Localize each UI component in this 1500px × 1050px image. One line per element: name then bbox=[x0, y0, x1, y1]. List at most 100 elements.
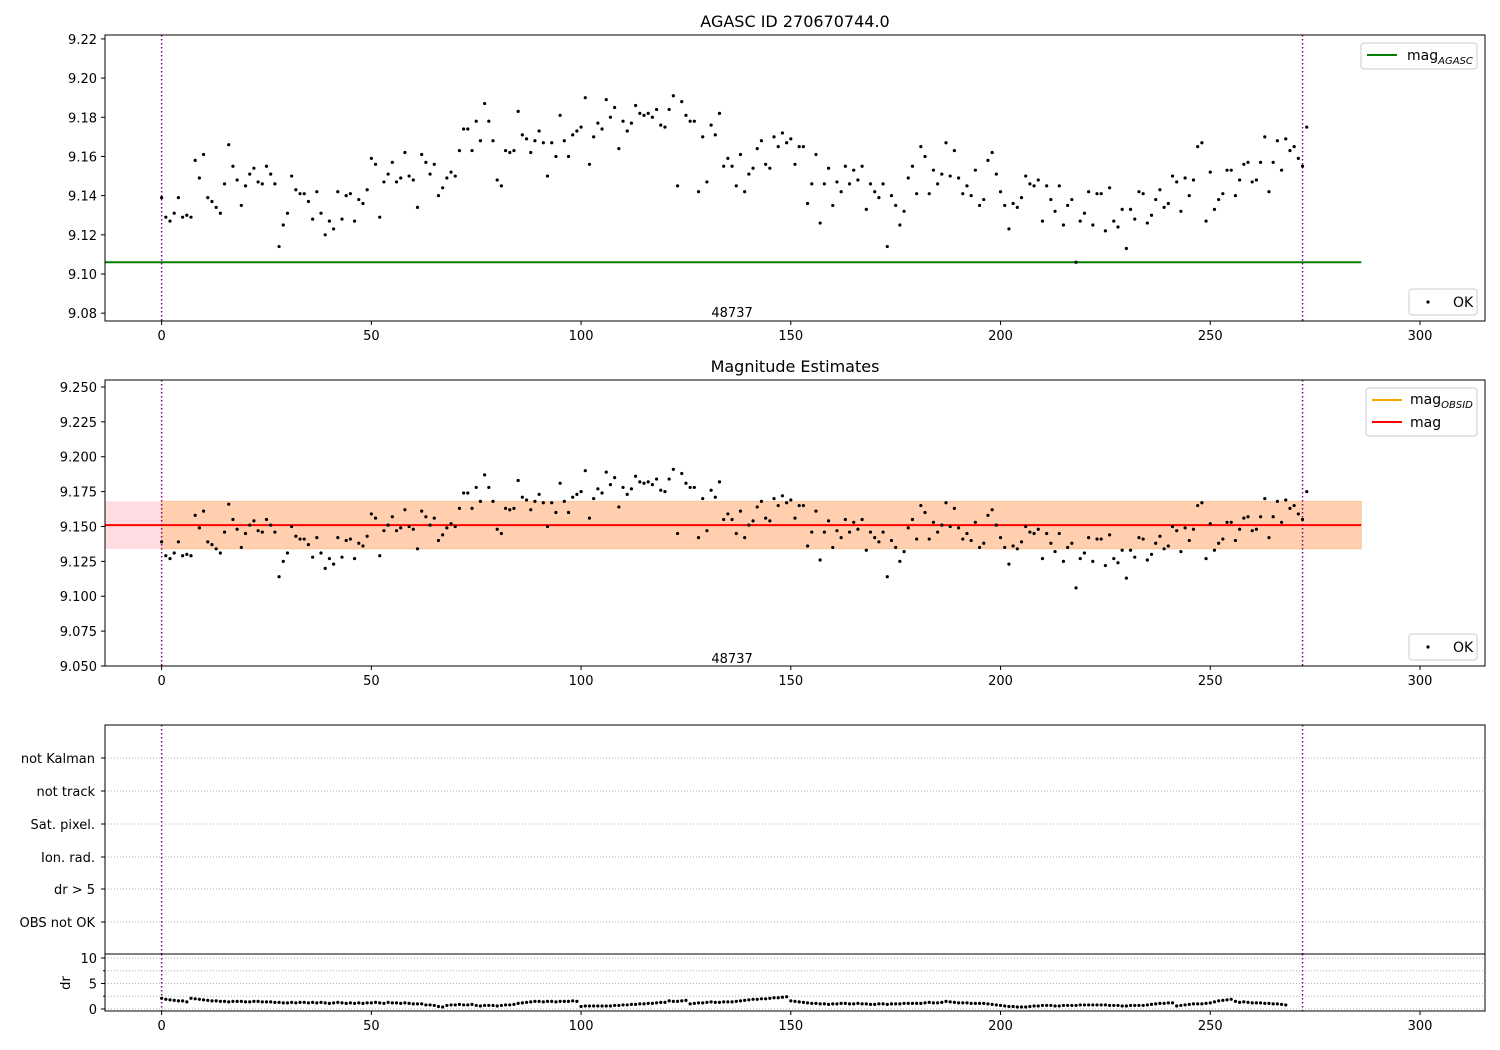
p2-xtick-label-150: 150 bbox=[778, 674, 803, 689]
flag-label-sat-pixel: Sat. pixel. bbox=[31, 818, 95, 833]
p4-point bbox=[180, 999, 185, 1003]
p1-xtick-label-50: 50 bbox=[363, 329, 380, 344]
p2-point bbox=[206, 540, 210, 544]
p4-point bbox=[1254, 1001, 1258, 1005]
p1-point bbox=[524, 137, 529, 141]
panel1-ok-legend-box bbox=[1408, 288, 1478, 316]
p4-point bbox=[1015, 1005, 1019, 1009]
p1-point bbox=[1112, 219, 1116, 223]
p2-point bbox=[592, 496, 596, 501]
p2-point bbox=[1242, 516, 1246, 520]
p2-point bbox=[646, 480, 650, 484]
p4-point bbox=[659, 1000, 663, 1004]
p1-point bbox=[176, 195, 181, 200]
p1-point bbox=[759, 139, 764, 143]
p2-point bbox=[822, 530, 826, 534]
p1-point bbox=[646, 111, 650, 115]
p2-ytick-label-2: 9.100 bbox=[60, 590, 97, 605]
p2-point bbox=[483, 473, 487, 477]
p2-point bbox=[575, 492, 579, 496]
p1-point bbox=[659, 123, 663, 127]
p4-ytick-label-2: 10 bbox=[80, 952, 97, 967]
p1-point bbox=[323, 233, 327, 237]
p1-point bbox=[269, 172, 273, 176]
p2-point bbox=[1250, 529, 1254, 533]
p1-point bbox=[881, 182, 885, 186]
p2-point bbox=[1254, 527, 1258, 531]
p4-point bbox=[1196, 1002, 1200, 1006]
p2-point bbox=[1116, 561, 1120, 565]
p2-point bbox=[160, 540, 164, 544]
p1-point bbox=[1049, 197, 1053, 202]
p1-point bbox=[1217, 197, 1221, 202]
p2-point bbox=[529, 508, 533, 512]
agasc-magnitude-panel: AGASC ID 270670744.0 0 50 100 150 200 250 300 9… bbox=[68, 12, 1486, 344]
p4-point bbox=[1066, 1003, 1070, 1008]
p1-point bbox=[579, 125, 583, 129]
p1-point bbox=[1061, 223, 1066, 227]
p4-point bbox=[264, 1000, 269, 1004]
p4-point bbox=[432, 1003, 436, 1008]
p2-point bbox=[1040, 556, 1045, 561]
p2-point bbox=[495, 527, 499, 531]
p1-point bbox=[894, 203, 898, 208]
p4-point bbox=[382, 1001, 386, 1005]
p1-point bbox=[613, 105, 617, 110]
p4-point bbox=[1258, 1001, 1263, 1005]
p1-point bbox=[852, 168, 856, 172]
p1-point bbox=[373, 162, 378, 166]
p1-point bbox=[919, 145, 923, 149]
p1-point bbox=[378, 215, 382, 219]
p4-point bbox=[680, 999, 684, 1003]
p1-point bbox=[1258, 160, 1263, 164]
p2-point bbox=[982, 541, 986, 545]
p2-point bbox=[394, 529, 399, 533]
p1-point bbox=[705, 180, 709, 184]
p2-point bbox=[940, 523, 944, 527]
p2-point bbox=[348, 537, 352, 541]
p4-point bbox=[826, 1002, 831, 1007]
p4-point bbox=[1225, 998, 1229, 1002]
p4-point bbox=[868, 1002, 873, 1007]
p4-point bbox=[503, 1003, 508, 1007]
p4-point bbox=[1011, 1004, 1015, 1009]
p2-ytick-label-7: 9.225 bbox=[60, 416, 97, 431]
p2-point bbox=[478, 499, 483, 503]
p1-point bbox=[470, 148, 474, 153]
p2-point bbox=[441, 533, 445, 537]
p1-point bbox=[235, 178, 239, 182]
p4-point bbox=[1091, 1003, 1095, 1007]
p4-point bbox=[210, 999, 214, 1003]
p1-point bbox=[185, 213, 189, 217]
p1-point bbox=[738, 152, 743, 157]
p1-point bbox=[961, 192, 965, 196]
p2-point bbox=[1120, 548, 1124, 552]
p1-point bbox=[180, 215, 185, 219]
p4-point bbox=[1028, 1004, 1032, 1009]
ok-legend-marker bbox=[1426, 300, 1430, 304]
p2-point bbox=[726, 512, 730, 516]
p1-point bbox=[722, 164, 726, 168]
p1-point bbox=[441, 186, 445, 190]
p1-point bbox=[1225, 168, 1229, 172]
p2-point bbox=[751, 519, 755, 523]
p2-point bbox=[1107, 533, 1112, 537]
p2-point bbox=[1212, 548, 1217, 552]
p4-point bbox=[185, 1000, 189, 1004]
p4-point bbox=[336, 1000, 340, 1004]
p1-point bbox=[634, 103, 638, 108]
p1-point bbox=[1212, 207, 1217, 211]
p4-point bbox=[797, 1000, 801, 1004]
p2-point bbox=[873, 536, 877, 540]
p1-point bbox=[1179, 209, 1183, 213]
p2-point bbox=[466, 491, 470, 495]
p1-point bbox=[164, 215, 168, 219]
p2-point bbox=[1238, 527, 1242, 531]
p4-point bbox=[1238, 1000, 1242, 1004]
p4-point bbox=[931, 1001, 936, 1005]
p4-point bbox=[1137, 1003, 1141, 1008]
p1-point bbox=[365, 188, 369, 192]
p2-point bbox=[487, 485, 491, 490]
p4-point bbox=[415, 1002, 420, 1006]
p2-point bbox=[654, 477, 659, 481]
